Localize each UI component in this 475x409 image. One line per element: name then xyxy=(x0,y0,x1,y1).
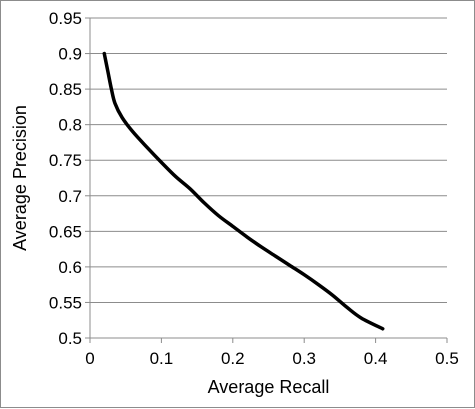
series-line xyxy=(102,51,385,331)
gridlines xyxy=(90,17,447,339)
x-tick-label: 0.1 xyxy=(150,349,174,368)
y-tick-label: 0.6 xyxy=(58,258,82,277)
y-tick-label: 0.9 xyxy=(58,45,82,64)
y-axis-title: Average Precision xyxy=(10,105,30,251)
y-tick-label: 0.7 xyxy=(58,187,82,206)
y-tick-label: 0.85 xyxy=(49,80,82,99)
axes xyxy=(85,17,448,343)
series-layer xyxy=(102,51,385,331)
tick-labels: 0.5 0.55 0.6 0.65 0.7 0.75 0.8 0.85 0.9 0.95 0 0.1 0… xyxy=(49,9,459,368)
y-tick-label: 0.75 xyxy=(49,151,82,170)
x-tick-label: 0.3 xyxy=(292,349,316,368)
y-tick-label: 0.95 xyxy=(49,9,82,28)
y-tick-label: 0.55 xyxy=(49,293,82,312)
x-tick-label: 0.2 xyxy=(221,349,245,368)
x-tick-label: 0.4 xyxy=(364,349,388,368)
x-tick-label: 0 xyxy=(85,349,94,368)
y-tick-label: 0.5 xyxy=(58,329,82,348)
x-axis-title: Average Recall xyxy=(208,377,330,397)
y-tick-label: 0.8 xyxy=(58,116,82,135)
y-tick-label: 0.65 xyxy=(49,222,82,241)
x-tick-label: 0.5 xyxy=(435,349,459,368)
